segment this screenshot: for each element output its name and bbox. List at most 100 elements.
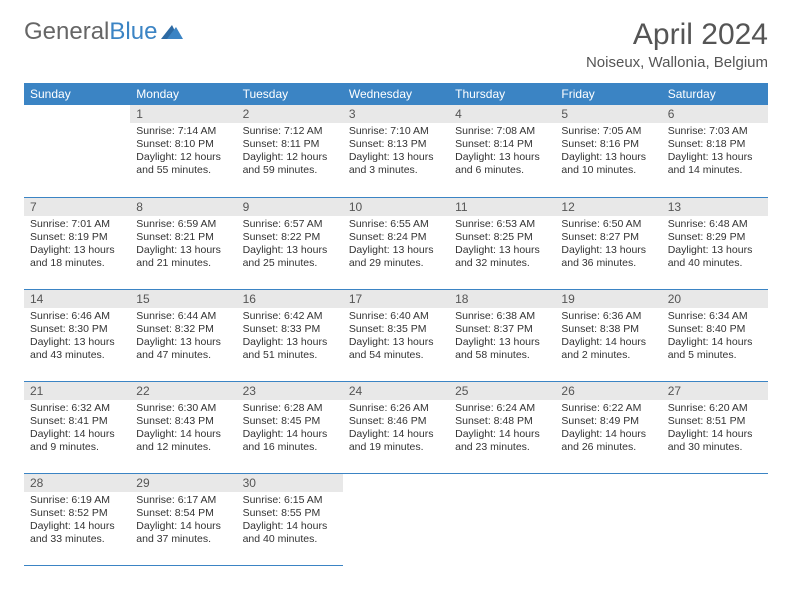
calendar-cell: 4Sunrise: 7:08 AMSunset: 8:14 PMDaylight… <box>449 105 555 197</box>
day-number: 12 <box>555 198 661 216</box>
day-number: 17 <box>343 290 449 308</box>
day-number: 27 <box>662 382 768 400</box>
calendar-cell: 29Sunrise: 6:17 AMSunset: 8:54 PMDayligh… <box>130 473 236 565</box>
day-number: 6 <box>662 105 768 123</box>
day-details: Sunrise: 6:59 AMSunset: 8:21 PMDaylight:… <box>130 216 236 275</box>
calendar-cell: 30Sunrise: 6:15 AMSunset: 8:55 PMDayligh… <box>237 473 343 565</box>
day-number: 26 <box>555 382 661 400</box>
day-details: Sunrise: 7:14 AMSunset: 8:10 PMDaylight:… <box>130 123 236 182</box>
day-number: 3 <box>343 105 449 123</box>
day-number: 14 <box>24 290 130 308</box>
calendar-row: 7Sunrise: 7:01 AMSunset: 8:19 PMDaylight… <box>24 197 768 289</box>
calendar-cell: 15Sunrise: 6:44 AMSunset: 8:32 PMDayligh… <box>130 289 236 381</box>
calendar-cell: 10Sunrise: 6:55 AMSunset: 8:24 PMDayligh… <box>343 197 449 289</box>
calendar-cell <box>343 473 449 565</box>
month-title: April 2024 <box>586 18 768 52</box>
calendar-cell: 24Sunrise: 6:26 AMSunset: 8:46 PMDayligh… <box>343 381 449 473</box>
calendar-cell: 9Sunrise: 6:57 AMSunset: 8:22 PMDaylight… <box>237 197 343 289</box>
header: GeneralBlue April 2024 Noiseux, Wallonia… <box>24 18 768 71</box>
calendar-cell: 25Sunrise: 6:24 AMSunset: 8:48 PMDayligh… <box>449 381 555 473</box>
day-details: Sunrise: 7:03 AMSunset: 8:18 PMDaylight:… <box>662 123 768 182</box>
day-details: Sunrise: 7:05 AMSunset: 8:16 PMDaylight:… <box>555 123 661 182</box>
day-details: Sunrise: 6:46 AMSunset: 8:30 PMDaylight:… <box>24 308 130 367</box>
weekday-header: Monday <box>130 83 236 105</box>
calendar-cell: 17Sunrise: 6:40 AMSunset: 8:35 PMDayligh… <box>343 289 449 381</box>
day-number: 8 <box>130 198 236 216</box>
day-details: Sunrise: 6:32 AMSunset: 8:41 PMDaylight:… <box>24 400 130 459</box>
calendar-row: 1Sunrise: 7:14 AMSunset: 8:10 PMDaylight… <box>24 105 768 197</box>
day-number: 5 <box>555 105 661 123</box>
calendar-cell: 13Sunrise: 6:48 AMSunset: 8:29 PMDayligh… <box>662 197 768 289</box>
calendar-cell <box>662 473 768 565</box>
calendar-cell: 27Sunrise: 6:20 AMSunset: 8:51 PMDayligh… <box>662 381 768 473</box>
day-details: Sunrise: 6:19 AMSunset: 8:52 PMDaylight:… <box>24 492 130 551</box>
day-details: Sunrise: 6:53 AMSunset: 8:25 PMDaylight:… <box>449 216 555 275</box>
calendar-cell: 18Sunrise: 6:38 AMSunset: 8:37 PMDayligh… <box>449 289 555 381</box>
calendar-cell: 11Sunrise: 6:53 AMSunset: 8:25 PMDayligh… <box>449 197 555 289</box>
calendar-cell <box>24 105 130 197</box>
day-number: 21 <box>24 382 130 400</box>
calendar-cell: 22Sunrise: 6:30 AMSunset: 8:43 PMDayligh… <box>130 381 236 473</box>
day-number: 2 <box>237 105 343 123</box>
day-number: 28 <box>24 474 130 492</box>
calendar-cell: 16Sunrise: 6:42 AMSunset: 8:33 PMDayligh… <box>237 289 343 381</box>
day-number: 19 <box>555 290 661 308</box>
day-details: Sunrise: 6:24 AMSunset: 8:48 PMDaylight:… <box>449 400 555 459</box>
day-details: Sunrise: 6:57 AMSunset: 8:22 PMDaylight:… <box>237 216 343 275</box>
day-number: 10 <box>343 198 449 216</box>
day-number: 11 <box>449 198 555 216</box>
day-details: Sunrise: 6:30 AMSunset: 8:43 PMDaylight:… <box>130 400 236 459</box>
calendar-cell: 21Sunrise: 6:32 AMSunset: 8:41 PMDayligh… <box>24 381 130 473</box>
calendar-cell: 23Sunrise: 6:28 AMSunset: 8:45 PMDayligh… <box>237 381 343 473</box>
day-details: Sunrise: 6:15 AMSunset: 8:55 PMDaylight:… <box>237 492 343 551</box>
weekday-header: Thursday <box>449 83 555 105</box>
calendar-cell: 19Sunrise: 6:36 AMSunset: 8:38 PMDayligh… <box>555 289 661 381</box>
calendar-cell: 8Sunrise: 6:59 AMSunset: 8:21 PMDaylight… <box>130 197 236 289</box>
day-number: 20 <box>662 290 768 308</box>
day-details: Sunrise: 6:42 AMSunset: 8:33 PMDaylight:… <box>237 308 343 367</box>
calendar-cell: 3Sunrise: 7:10 AMSunset: 8:13 PMDaylight… <box>343 105 449 197</box>
day-number: 1 <box>130 105 236 123</box>
calendar-body: 1Sunrise: 7:14 AMSunset: 8:10 PMDaylight… <box>24 105 768 565</box>
calendar-cell <box>555 473 661 565</box>
weekday-header: Wednesday <box>343 83 449 105</box>
logo: GeneralBlue <box>24 18 183 46</box>
day-number: 25 <box>449 382 555 400</box>
calendar-row: 21Sunrise: 6:32 AMSunset: 8:41 PMDayligh… <box>24 381 768 473</box>
day-details: Sunrise: 6:44 AMSunset: 8:32 PMDaylight:… <box>130 308 236 367</box>
calendar-row: 14Sunrise: 6:46 AMSunset: 8:30 PMDayligh… <box>24 289 768 381</box>
day-details: Sunrise: 7:10 AMSunset: 8:13 PMDaylight:… <box>343 123 449 182</box>
calendar-cell: 6Sunrise: 7:03 AMSunset: 8:18 PMDaylight… <box>662 105 768 197</box>
calendar-cell <box>449 473 555 565</box>
day-details: Sunrise: 7:12 AMSunset: 8:11 PMDaylight:… <box>237 123 343 182</box>
location: Noiseux, Wallonia, Belgium <box>586 54 768 71</box>
weekday-header: Tuesday <box>237 83 343 105</box>
logo-text-blue: Blue <box>109 18 157 46</box>
day-details: Sunrise: 6:20 AMSunset: 8:51 PMDaylight:… <box>662 400 768 459</box>
calendar-table: SundayMondayTuesdayWednesdayThursdayFrid… <box>24 83 768 566</box>
day-number: 4 <box>449 105 555 123</box>
day-number: 30 <box>237 474 343 492</box>
calendar-cell: 28Sunrise: 6:19 AMSunset: 8:52 PMDayligh… <box>24 473 130 565</box>
weekday-header: Saturday <box>662 83 768 105</box>
calendar-cell: 7Sunrise: 7:01 AMSunset: 8:19 PMDaylight… <box>24 197 130 289</box>
day-number: 7 <box>24 198 130 216</box>
day-details: Sunrise: 7:08 AMSunset: 8:14 PMDaylight:… <box>449 123 555 182</box>
calendar-row: 28Sunrise: 6:19 AMSunset: 8:52 PMDayligh… <box>24 473 768 565</box>
calendar-cell: 1Sunrise: 7:14 AMSunset: 8:10 PMDaylight… <box>130 105 236 197</box>
logo-text-general: General <box>24 18 109 46</box>
calendar-cell: 12Sunrise: 6:50 AMSunset: 8:27 PMDayligh… <box>555 197 661 289</box>
day-details: Sunrise: 6:26 AMSunset: 8:46 PMDaylight:… <box>343 400 449 459</box>
weekday-header-row: SundayMondayTuesdayWednesdayThursdayFrid… <box>24 83 768 105</box>
calendar-cell: 14Sunrise: 6:46 AMSunset: 8:30 PMDayligh… <box>24 289 130 381</box>
calendar-cell: 26Sunrise: 6:22 AMSunset: 8:49 PMDayligh… <box>555 381 661 473</box>
day-details: Sunrise: 6:50 AMSunset: 8:27 PMDaylight:… <box>555 216 661 275</box>
day-details: Sunrise: 7:01 AMSunset: 8:19 PMDaylight:… <box>24 216 130 275</box>
day-number: 22 <box>130 382 236 400</box>
day-details: Sunrise: 6:22 AMSunset: 8:49 PMDaylight:… <box>555 400 661 459</box>
calendar-cell: 20Sunrise: 6:34 AMSunset: 8:40 PMDayligh… <box>662 289 768 381</box>
day-number: 13 <box>662 198 768 216</box>
calendar-cell: 5Sunrise: 7:05 AMSunset: 8:16 PMDaylight… <box>555 105 661 197</box>
day-number: 29 <box>130 474 236 492</box>
day-details: Sunrise: 6:28 AMSunset: 8:45 PMDaylight:… <box>237 400 343 459</box>
